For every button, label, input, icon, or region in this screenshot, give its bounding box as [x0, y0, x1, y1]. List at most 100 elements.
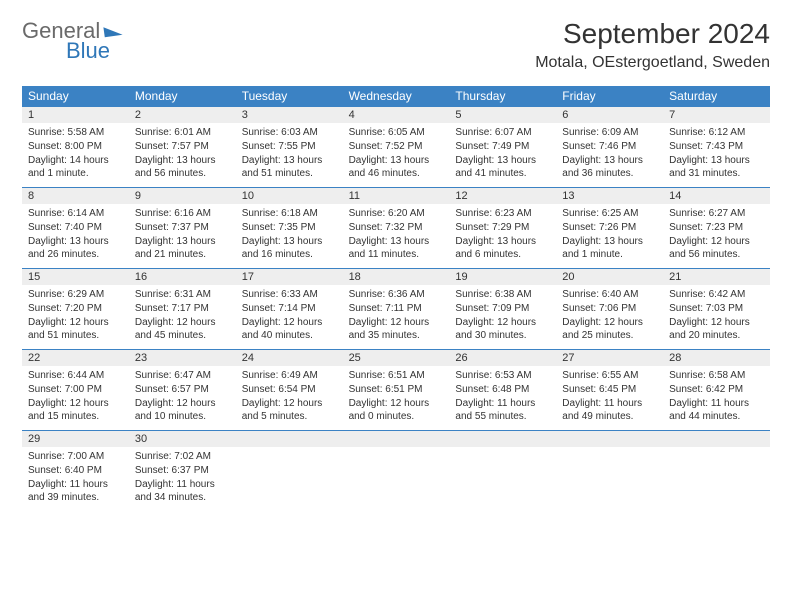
- daynum-band: 2930: [22, 430, 770, 447]
- daynum-band: 22232425262728: [22, 349, 770, 366]
- dow-cell: Wednesday: [343, 86, 450, 106]
- day-cell: Sunrise: 6:23 AMSunset: 7:29 PMDaylight:…: [449, 204, 556, 268]
- day-cell: Sunrise: 7:00 AMSunset: 6:40 PMDaylight:…: [22, 447, 129, 511]
- sunrise-text: Sunrise: 6:14 AM: [28, 207, 123, 220]
- day-cell: Sunrise: 6:55 AMSunset: 6:45 PMDaylight:…: [556, 366, 663, 430]
- day-number: 17: [236, 269, 343, 285]
- day-cell: Sunrise: 6:36 AMSunset: 7:11 PMDaylight:…: [343, 285, 450, 349]
- week-content-row: Sunrise: 6:44 AMSunset: 7:00 PMDaylight:…: [22, 366, 770, 430]
- sunset-text: Sunset: 6:42 PM: [669, 383, 764, 396]
- day-number: 14: [663, 188, 770, 204]
- day-cell: Sunrise: 6:49 AMSunset: 6:54 PMDaylight:…: [236, 366, 343, 430]
- day-cell: Sunrise: 6:31 AMSunset: 7:17 PMDaylight:…: [129, 285, 236, 349]
- dow-cell: Saturday: [663, 86, 770, 106]
- day-cell: Sunrise: 6:42 AMSunset: 7:03 PMDaylight:…: [663, 285, 770, 349]
- daylight-text: Daylight: 12 hours and 25 minutes.: [562, 316, 657, 342]
- sunset-text: Sunset: 7:00 PM: [28, 383, 123, 396]
- daylight-text: Daylight: 12 hours and 15 minutes.: [28, 397, 123, 423]
- week-content-row: Sunrise: 5:58 AMSunset: 8:00 PMDaylight:…: [22, 123, 770, 187]
- day-number: 19: [449, 269, 556, 285]
- daylight-text: Daylight: 12 hours and 30 minutes.: [455, 316, 550, 342]
- sunset-text: Sunset: 7:49 PM: [455, 140, 550, 153]
- daylight-text: Daylight: 14 hours and 1 minute.: [28, 154, 123, 180]
- sunset-text: Sunset: 7:55 PM: [242, 140, 337, 153]
- sunrise-text: Sunrise: 6:58 AM: [669, 369, 764, 382]
- daylight-text: Daylight: 13 hours and 51 minutes.: [242, 154, 337, 180]
- daylight-text: Daylight: 11 hours and 44 minutes.: [669, 397, 764, 423]
- day-number: 24: [236, 350, 343, 366]
- daynum-band: 15161718192021: [22, 268, 770, 285]
- day-cell: Sunrise: 6:38 AMSunset: 7:09 PMDaylight:…: [449, 285, 556, 349]
- day-cell: Sunrise: 6:01 AMSunset: 7:57 PMDaylight:…: [129, 123, 236, 187]
- day-cell: Sunrise: 5:58 AMSunset: 8:00 PMDaylight:…: [22, 123, 129, 187]
- sunset-text: Sunset: 7:23 PM: [669, 221, 764, 234]
- daylight-text: Daylight: 12 hours and 0 minutes.: [349, 397, 444, 423]
- week-content-row: Sunrise: 7:00 AMSunset: 6:40 PMDaylight:…: [22, 447, 770, 511]
- daynum-band: 891011121314: [22, 187, 770, 204]
- sunrise-text: Sunrise: 6:23 AM: [455, 207, 550, 220]
- daylight-text: Daylight: 12 hours and 5 minutes.: [242, 397, 337, 423]
- day-number: 11: [343, 188, 450, 204]
- day-number: 25: [343, 350, 450, 366]
- sunset-text: Sunset: 7:40 PM: [28, 221, 123, 234]
- daylight-text: Daylight: 13 hours and 26 minutes.: [28, 235, 123, 261]
- day-cell: [449, 447, 556, 511]
- sunrise-text: Sunrise: 6:47 AM: [135, 369, 230, 382]
- logo-triangle-icon: [104, 25, 123, 37]
- sunset-text: Sunset: 7:32 PM: [349, 221, 444, 234]
- day-cell: Sunrise: 6:03 AMSunset: 7:55 PMDaylight:…: [236, 123, 343, 187]
- day-number: [449, 431, 556, 447]
- day-number: 10: [236, 188, 343, 204]
- month-title: September 2024: [535, 18, 770, 50]
- daylight-text: Daylight: 12 hours and 35 minutes.: [349, 316, 444, 342]
- day-cell: [556, 447, 663, 511]
- dow-cell: Friday: [556, 86, 663, 106]
- day-number: [556, 431, 663, 447]
- daylight-text: Daylight: 12 hours and 40 minutes.: [242, 316, 337, 342]
- sunrise-text: Sunrise: 6:18 AM: [242, 207, 337, 220]
- week-content-row: Sunrise: 6:29 AMSunset: 7:20 PM Daylight:…: [22, 285, 770, 349]
- sunrise-text: Sunrise: 6:29 AM: [28, 288, 123, 301]
- location: Motala, OEstergoetland, Sweden: [535, 54, 770, 72]
- sunrise-text: Sunrise: 6:38 AM: [455, 288, 550, 301]
- sunrise-text: Sunrise: 6:07 AM: [455, 126, 550, 139]
- day-cell: Sunrise: 6:20 AMSunset: 7:32 PMDaylight:…: [343, 204, 450, 268]
- daylight-text: Daylight: 13 hours and 11 minutes.: [349, 235, 444, 261]
- sunset-text: Sunset: 7:46 PM: [562, 140, 657, 153]
- day-number: 7: [663, 107, 770, 123]
- day-cell: Sunrise: 6:51 AMSunset: 6:51 PMDaylight:…: [343, 366, 450, 430]
- day-number: 1: [22, 107, 129, 123]
- day-cell: Sunrise: 6:16 AMSunset: 7:37 PMDaylight:…: [129, 204, 236, 268]
- sunrise-text: Sunrise: 6:42 AM: [669, 288, 764, 301]
- week-content-row: Sunrise: 6:14 AMSunset: 7:40 PMDaylight:…: [22, 204, 770, 268]
- day-cell: [343, 447, 450, 511]
- sunset-text: Sunset: 7:20 PM: [28, 302, 123, 315]
- day-number: 26: [449, 350, 556, 366]
- day-cell: Sunrise: 6:14 AMSunset: 7:40 PMDaylight:…: [22, 204, 129, 268]
- sunset-text: Sunset: 7:11 PM: [349, 302, 444, 315]
- day-cell: Sunrise: 6:29 AMSunset: 7:20 PMDaylight:…: [22, 285, 129, 349]
- sunset-text: Sunset: 6:40 PM: [28, 464, 123, 477]
- sunrise-text: Sunrise: 6:53 AM: [455, 369, 550, 382]
- dow-cell: Monday: [129, 86, 236, 106]
- sunrise-text: Sunrise: 5:58 AM: [28, 126, 123, 139]
- sunset-text: Sunset: 7:29 PM: [455, 221, 550, 234]
- day-cell: Sunrise: 6:18 AMSunset: 7:35 PMDaylight:…: [236, 204, 343, 268]
- sunrise-text: Sunrise: 6:20 AM: [349, 207, 444, 220]
- day-cell: Sunrise: 6:25 AMSunset: 7:26 PMDaylight:…: [556, 204, 663, 268]
- daylight-text: Daylight: 13 hours and 16 minutes.: [242, 235, 337, 261]
- sunset-text: Sunset: 6:54 PM: [242, 383, 337, 396]
- day-number: 8: [22, 188, 129, 204]
- sunrise-text: Sunrise: 6:55 AM: [562, 369, 657, 382]
- sunset-text: Sunset: 7:06 PM: [562, 302, 657, 315]
- sunset-text: Sunset: 7:14 PM: [242, 302, 337, 315]
- sunrise-text: Sunrise: 6:51 AM: [349, 369, 444, 382]
- day-cell: Sunrise: 6:58 AMSunset: 6:42 PMDaylight:…: [663, 366, 770, 430]
- sunset-text: Sunset: 8:00 PM: [28, 140, 123, 153]
- sunset-text: Sunset: 6:57 PM: [135, 383, 230, 396]
- sunset-text: Sunset: 7:52 PM: [349, 140, 444, 153]
- daylight-text: Daylight: 13 hours and 41 minutes.: [455, 154, 550, 180]
- day-cell: Sunrise: 6:33 AMSunset: 7:14 PMDaylight:…: [236, 285, 343, 349]
- day-cell: Sunrise: 6:44 AMSunset: 7:00 PMDaylight:…: [22, 366, 129, 430]
- day-cell: Sunrise: 6:05 AMSunset: 7:52 PMDaylight:…: [343, 123, 450, 187]
